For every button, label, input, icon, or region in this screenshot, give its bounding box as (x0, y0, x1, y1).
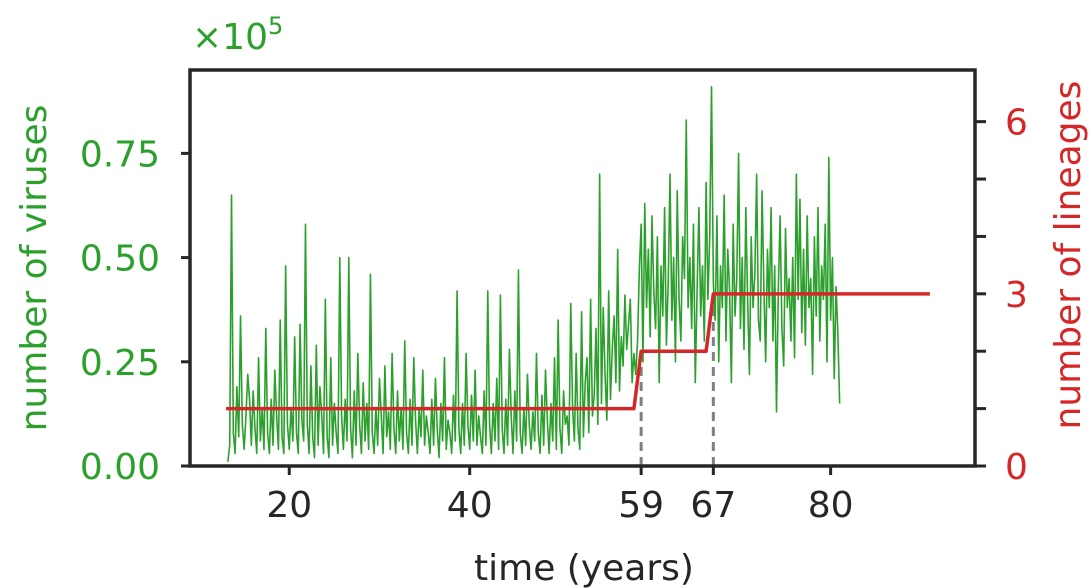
y-left-tick-label: 0.00 (80, 447, 160, 488)
y-right-tick-label: 3 (1005, 275, 1028, 316)
x-tick-label: 40 (447, 485, 493, 526)
lineages-layer (226, 292, 930, 411)
y-right-tick-label: 6 (1005, 103, 1028, 144)
x-ticks: 20 40 59 67 80 (266, 466, 854, 526)
multiplier-base: ×10 (192, 17, 268, 58)
lineages-series-line (226, 292, 930, 411)
left-axis-multiplier: ×105 (192, 12, 283, 58)
x-axis-label: time (years) (474, 548, 694, 588)
y-right-axis-label: number of lineages (1048, 81, 1089, 430)
x-tick-label: 20 (266, 485, 312, 526)
y-right-ticks: 0 3 6 (975, 103, 1028, 488)
x-tick-label: 59 (618, 485, 664, 526)
y-left-tick-label: 0.25 (80, 343, 160, 384)
viruses-layer (227, 85, 841, 462)
vlines-layer (639, 293, 715, 466)
x-tick-label: 67 (690, 485, 736, 526)
x-tick-label: 80 (808, 485, 854, 526)
y-right-tick-label: 0 (1005, 447, 1028, 488)
y-left-ticks: 0.00 0.25 0.50 0.75 (80, 134, 190, 488)
viruses-series-line (227, 85, 841, 462)
plot-frame (188, 68, 977, 468)
y-left-tick-label: 0.75 (80, 134, 160, 175)
y-left-axis-label: number of viruses (14, 105, 55, 432)
y-left-tick-label: 0.50 (80, 239, 160, 280)
multiplier-exponent: 5 (268, 12, 283, 40)
